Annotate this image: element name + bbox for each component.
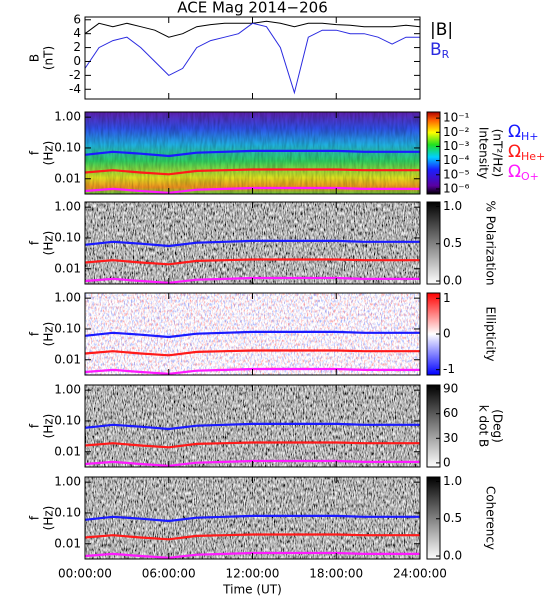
colorbar-tick-label: 10⁻³ — [443, 139, 470, 153]
colorbar-tick-label: -1 — [443, 362, 455, 376]
y-axis-label: B — [28, 54, 42, 62]
legend-subscript: H+ — [521, 130, 539, 143]
x-tick-label: 24:00:00 — [393, 567, 447, 581]
legend-name: Ω — [508, 122, 521, 142]
x-tick-label: 12:00:00 — [226, 567, 280, 581]
legend-entry: |B| — [430, 20, 453, 40]
series-line — [84, 168, 420, 176]
y-tick-label: 0.10 — [54, 321, 81, 335]
series-line — [84, 514, 420, 523]
colorbar-tick-label: 0 — [443, 327, 451, 341]
colorbar-tick-label: 30 — [443, 431, 458, 445]
colorbar-label: (nT²/Hz) — [491, 129, 505, 177]
series-line — [84, 22, 420, 95]
y-tick-label: 1.00 — [54, 383, 81, 397]
y-tick-label: -4 — [69, 82, 81, 96]
y-tick-label: 0.01 — [54, 536, 81, 550]
y-tick-label: 2 — [73, 40, 81, 54]
y-tick-label: 0.10 — [54, 505, 81, 519]
y-tick-label: 0.10 — [54, 140, 81, 154]
y-tick-label: 1.00 — [54, 291, 81, 305]
y-axis-label: f — [28, 423, 42, 428]
colorbar-tick-label: 60 — [443, 406, 458, 420]
colorbar-tick-label: 10⁻² — [443, 125, 470, 139]
colorbar-tick-label: 0.0 — [443, 549, 462, 563]
y-tick-label: 6 — [73, 12, 81, 26]
colorbar-tick-label: 0.5 — [443, 236, 462, 250]
x-tick-label: 18:00:00 — [309, 567, 363, 581]
y-tick-label: 1.00 — [54, 475, 81, 489]
legend-name: B — [430, 40, 442, 60]
legend-entry: ΩHe+ — [508, 142, 545, 163]
x-tick-label: 00:00:00 — [58, 567, 112, 581]
legend-subscript: He+ — [521, 150, 545, 163]
colorbar-tick-label: 90 — [443, 382, 458, 396]
y-tick-label: 1.00 — [54, 200, 81, 214]
colorbar-label: Ellipticity — [484, 307, 498, 362]
colorbar-tick-label: 10⁻⁶ — [443, 181, 470, 195]
colorbar — [426, 201, 441, 285]
colorbar-tick-label: 0 — [443, 455, 451, 469]
y-tick-label: 0.01 — [54, 261, 81, 275]
colorbar-tick-label: 10⁻⁵ — [443, 167, 470, 181]
x-axis-label: Time (UT) — [222, 583, 282, 597]
colorbar-label: k dot B — [477, 405, 491, 447]
y-axis-label: f — [28, 150, 42, 155]
y-tick-label: 0.01 — [54, 171, 81, 185]
colorbar-label: (Deg) — [491, 409, 505, 443]
series-line — [84, 239, 420, 248]
colorbar-label: % Polarization — [484, 201, 498, 286]
y-tick-label: 0.10 — [54, 413, 81, 427]
series-line — [84, 533, 420, 541]
legend-entry: ΩH+ — [508, 122, 539, 143]
x-tick-label: 06:00:00 — [142, 567, 196, 581]
y-tick-label: -2 — [69, 68, 81, 82]
colorbar-label: Intensity — [477, 127, 491, 179]
colorbar-tick-label: 1.0 — [443, 474, 462, 488]
colorbar-tick-label: 10⁻¹ — [443, 111, 470, 125]
chart-title: ACE Mag 2014−206 — [177, 0, 328, 17]
legend-name: |B| — [430, 20, 453, 40]
series-line — [84, 330, 420, 339]
colorbar-tick-label: 1 — [443, 291, 451, 305]
y-tick-label: 0 — [73, 54, 81, 68]
colorbar-tick-label: 0.5 — [443, 511, 462, 525]
plot-frame — [84, 16, 421, 100]
series-line — [84, 349, 420, 357]
legend-entry: BR — [430, 40, 450, 61]
legend-name: Ω — [508, 142, 521, 162]
colorbar-tick-label: 0.0 — [443, 274, 462, 288]
y-axis-label: f — [28, 331, 42, 336]
y-axis-label: (Hz) — [42, 141, 56, 166]
y-axis-label: f — [28, 240, 42, 245]
colorbar-tick-label: 1.0 — [443, 199, 462, 213]
legend-subscript: O+ — [521, 170, 539, 183]
y-axis-label: (Hz) — [42, 506, 56, 531]
y-axis-label: (Hz) — [42, 231, 56, 256]
y-tick-label: 4 — [73, 26, 81, 40]
y-tick-label: 0.01 — [54, 444, 81, 458]
y-axis-label: (Hz) — [42, 414, 56, 439]
colorbar — [426, 111, 441, 195]
y-axis-label: f — [28, 515, 42, 520]
series-line — [84, 258, 420, 266]
y-axis-label: (nT) — [42, 46, 56, 70]
series-line — [84, 422, 420, 431]
colorbar — [426, 384, 441, 468]
y-tick-label: 0.10 — [54, 230, 81, 244]
legend-entry: ΩO+ — [508, 162, 539, 183]
colorbar-tick-label: 10⁻⁴ — [443, 153, 470, 167]
colorbar — [426, 476, 441, 560]
legend-name: Ω — [508, 162, 521, 182]
series-line — [84, 149, 420, 158]
series-line — [84, 441, 420, 449]
legend-subscript: R — [442, 48, 450, 61]
y-tick-label: 1.00 — [54, 110, 81, 124]
y-tick-label: 0.01 — [54, 352, 81, 366]
y-axis-label: (Hz) — [42, 322, 56, 347]
colorbar-label: Coherency — [484, 486, 498, 550]
